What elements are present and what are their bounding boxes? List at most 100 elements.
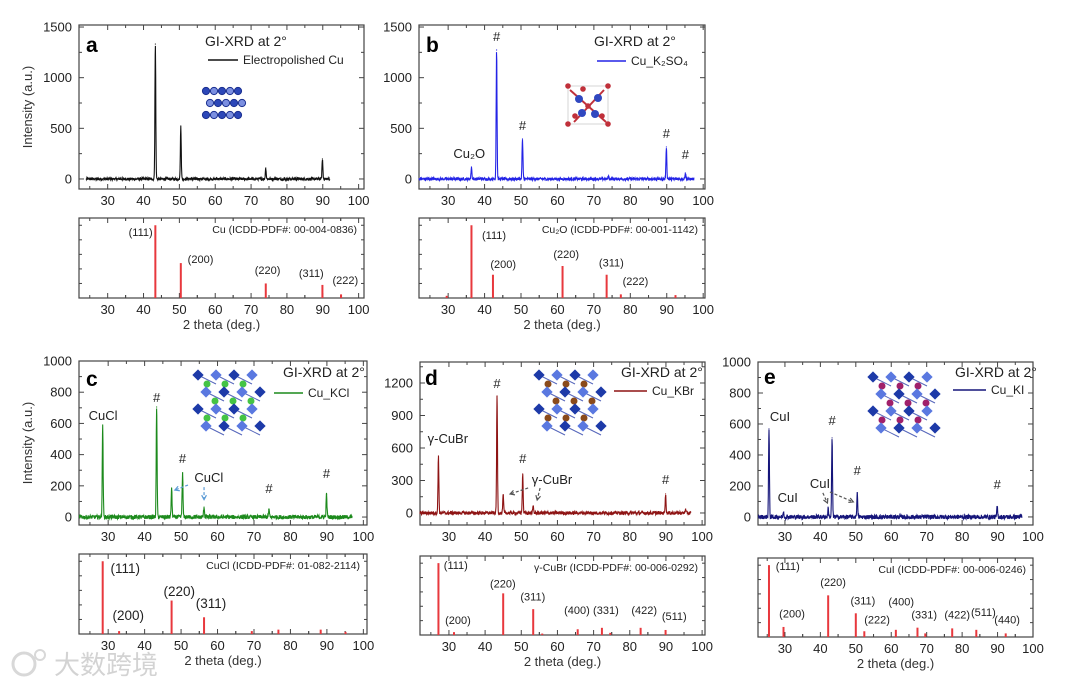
o-atom-icon: [605, 83, 611, 89]
watermark-logo-icon: [11, 651, 37, 677]
cu-atom-icon: [575, 95, 583, 103]
y-tick-label: 600: [729, 416, 751, 431]
crystal-structure-inset: [565, 83, 611, 127]
x-tick-label: 70: [586, 639, 600, 654]
peak-point: [496, 49, 498, 51]
cu-atom-icon: [893, 422, 905, 434]
cu-atom-icon: [209, 110, 219, 120]
x-tick-label: 30: [101, 638, 115, 653]
halide-atom-icon: [878, 416, 886, 424]
annotation-arrow: [822, 492, 829, 504]
cu-atom-icon: [875, 422, 887, 434]
halide-atom-icon: [552, 397, 560, 405]
halide-atom-icon: [544, 414, 552, 422]
x-tick-label: 60: [210, 638, 224, 653]
cu-atom-icon: [867, 405, 879, 417]
peak-point: [521, 138, 524, 140]
cu-atom-icon: [200, 420, 212, 432]
x-tick-label: 80: [283, 529, 297, 544]
y-tick-label: 800: [50, 385, 72, 400]
peak-point: [831, 437, 833, 439]
panel-d: 30 40 50 60 70 80 90 100 0 300 600 900 1200 γ-CuBr # # #…: [384, 361, 713, 669]
x-tick-label: 90: [320, 529, 334, 544]
cu-atom-icon: [218, 420, 230, 432]
panel-letter: e: [764, 366, 776, 389]
arrow-head-icon: [201, 494, 207, 501]
phase-annotation: CuI: [810, 476, 830, 491]
x-tick-label: 90: [660, 302, 674, 317]
o-atom-icon: [565, 121, 571, 127]
halide-atom-icon: [544, 380, 552, 388]
y-tick-label: 400: [729, 447, 751, 462]
x-tick-label: 30: [442, 639, 456, 654]
x-tick-label: 40: [137, 638, 151, 653]
reference-pattern: 30 40 50 60 70 80 90 100 (111) (200) (220)(311) CuC…: [78, 553, 375, 668]
y-tick-label: 0: [744, 509, 751, 524]
reference-hkl-label: (222): [623, 276, 649, 288]
watermark-text: 大数跨境: [54, 651, 158, 681]
reference-pattern: 30 40 50 60 70 80 90 100 (111) (200) (220) (311) (40…: [419, 555, 713, 669]
substrate-peak-marker: #: [828, 413, 836, 428]
reference-hkl-label: (511): [662, 611, 687, 623]
x-tick-label: 70: [919, 529, 933, 544]
x-tick-label: 70: [247, 529, 261, 544]
reference-hkl-label: (111): [482, 230, 506, 242]
xrd-spectrum-line: [78, 408, 353, 521]
arrow-head-icon: [173, 485, 180, 492]
y-tick-label: 0: [405, 171, 412, 186]
peak-point: [664, 493, 667, 495]
x-tick-label: 50: [514, 302, 528, 317]
reference-hkl-label: (111): [129, 227, 153, 239]
x-axis-title: 2 theta (deg.): [524, 654, 601, 669]
cu-atom-icon: [246, 369, 258, 381]
y-tick-label: 1000: [43, 70, 72, 85]
reference-hkl-label: (422): [631, 605, 657, 617]
cu-atom-icon: [217, 86, 227, 96]
annotation-arrow: [509, 487, 529, 495]
peak-point: [180, 125, 182, 127]
x-tick-label: 100: [691, 639, 713, 654]
panel-letter: c: [86, 368, 98, 391]
peak-point: [181, 472, 184, 474]
cu-atom-icon: [236, 386, 248, 398]
cu-atom-icon: [903, 405, 915, 417]
cu-atom-icon: [911, 388, 923, 400]
reference-hkl-label: (200): [490, 259, 516, 271]
halide-atom-icon: [580, 414, 588, 422]
substrate-peak-marker: #: [994, 477, 1002, 492]
peak-point: [665, 146, 667, 148]
cu-atom-icon: [541, 386, 553, 398]
y-tick-label: 1500: [383, 20, 412, 35]
peak-point: [532, 505, 534, 507]
reference-title: Cu (ICDD-PDF#: 00-004-0836): [212, 224, 357, 236]
cu-atom-icon: [867, 371, 879, 383]
y-tick-label: 0: [406, 505, 413, 520]
halide-atom-icon: [221, 414, 229, 422]
plot-frame: [418, 24, 706, 190]
peak-point: [827, 507, 829, 510]
arrow-head-icon: [535, 494, 541, 502]
cu-atom-icon: [192, 369, 204, 381]
phase-annotation: CuCl: [89, 408, 118, 423]
x-tick-label: 50: [174, 638, 188, 653]
x-tick-label: 100: [348, 302, 370, 317]
cu-atom-icon: [201, 86, 211, 96]
halide-atom-icon: [878, 382, 886, 390]
cu-atom-icon: [533, 403, 545, 415]
halide-atom-icon: [562, 380, 570, 388]
cu-atom-icon: [246, 403, 258, 415]
xrd-spectrum-line: [418, 52, 695, 183]
x-tick-label: 100: [353, 638, 375, 653]
reference-hkl-label: (311): [850, 596, 875, 608]
x-tick-label: 70: [587, 193, 601, 208]
peak-point: [156, 406, 158, 408]
cu-atom-icon: [221, 98, 231, 108]
legend-title: GI-XRD at 2°: [594, 33, 676, 49]
cu-atom-icon: [201, 110, 211, 120]
reference-title: Cu₂O (ICDD-PDF#: 00-001-1142): [542, 224, 698, 236]
cu-atom-icon: [587, 369, 599, 381]
plot-frame: [419, 361, 706, 526]
halide-atom-icon: [914, 416, 922, 424]
cu-atom-icon: [929, 422, 941, 434]
